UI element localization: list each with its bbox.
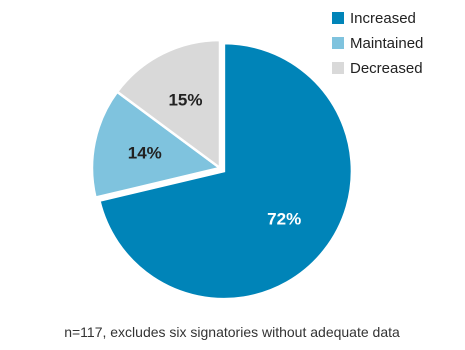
chart-legend: Increased Maintained Decreased (332, 10, 423, 77)
legend-label-increased: Increased (350, 10, 416, 27)
pie-slice-increased (97, 41, 354, 301)
legend-swatch-maintained (332, 37, 344, 49)
legend-label-decreased: Decreased (350, 60, 423, 77)
legend-swatch-increased (332, 12, 344, 24)
chart-caption: n=117, excludes six signatories without … (64, 324, 400, 340)
slice-label-decreased: 15% (168, 90, 202, 109)
pie-slice-decreased (115, 38, 222, 171)
legend-swatch-decreased (332, 62, 344, 74)
pie-slice-maintained (90, 90, 223, 200)
slice-label-maintained: 14% (128, 144, 162, 163)
legend-label-maintained: Maintained (350, 35, 423, 52)
pie-slices (90, 38, 354, 301)
pie-slice-labels: 72% 14% 15% (128, 90, 301, 228)
slice-label-increased: 72% (267, 210, 301, 229)
